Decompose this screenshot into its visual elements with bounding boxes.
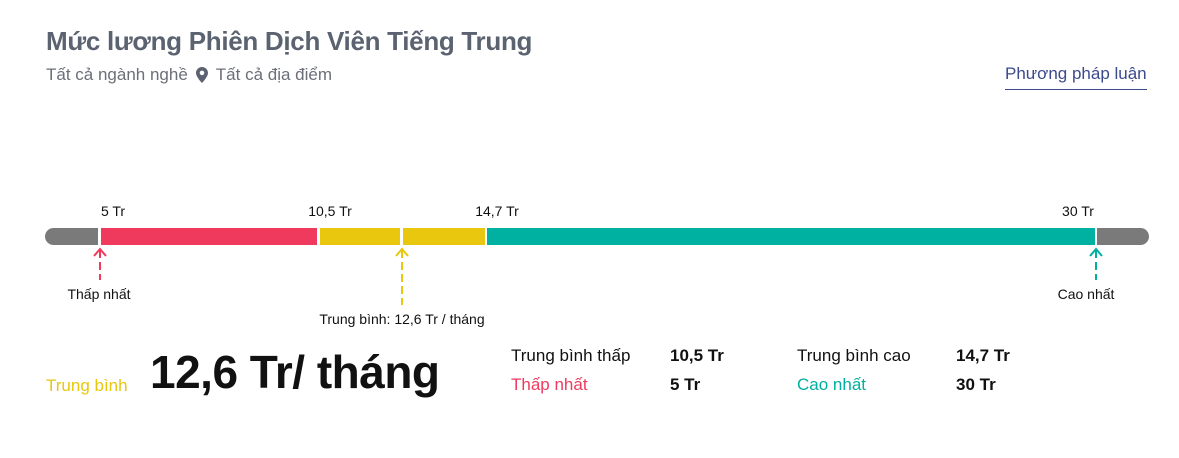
tick-avg-low: 10,5 Tr xyxy=(308,203,352,219)
stat-avg-low-label: Trung bình thấp xyxy=(511,346,631,365)
industry-filter[interactable]: Tất cả ngành nghề xyxy=(46,65,188,84)
bar-below-min xyxy=(45,228,98,245)
stat-min-label: Thấp nhất xyxy=(511,375,588,394)
bar-avg-high xyxy=(403,228,485,245)
stat-avg-high-value: 14,7 Tr xyxy=(956,346,1010,365)
tick-min: 5 Tr xyxy=(100,203,126,219)
marker-min-label: Thấp nhất xyxy=(67,286,131,302)
min-arrow-icon xyxy=(93,247,107,280)
stat-avg-low-value: 10,5 Tr xyxy=(670,346,724,365)
max-arrow-icon xyxy=(1089,247,1103,280)
avg-value: 12,6 Tr/ tháng xyxy=(150,346,440,398)
location-filter[interactable]: Tất cả địa điểm xyxy=(215,65,333,84)
avg-label: Trung bình xyxy=(46,376,128,395)
marker-max-label: Cao nhất xyxy=(1057,286,1115,302)
stat-max-value: 30 Tr xyxy=(956,375,996,394)
stat-min-value: 5 Tr xyxy=(670,375,701,394)
filters: Tất cả ngành nghề Tất cả địa điểm xyxy=(46,65,332,85)
map-pin-icon xyxy=(195,67,208,83)
bar-high xyxy=(487,228,1095,245)
marker-avg-label: Trung bình: 12,6 Tr / tháng xyxy=(319,311,485,327)
avg-arrow-icon xyxy=(395,247,409,305)
stat-avg-high-label: Trung bình cao xyxy=(797,346,911,365)
bar-low xyxy=(101,228,317,245)
bar-above-max xyxy=(1097,228,1149,245)
tick-avg-high: 14,7 Tr xyxy=(475,203,519,219)
stat-max-label: Cao nhất xyxy=(797,375,866,394)
tick-max: 30 Tr xyxy=(1062,203,1094,219)
marker-arrows xyxy=(93,247,1103,305)
methodology-link[interactable]: Phương pháp luận xyxy=(1005,64,1147,90)
bar-avg-low xyxy=(320,228,400,245)
page-title: Mức lương Phiên Dịch Viên Tiếng Trung xyxy=(46,26,533,56)
